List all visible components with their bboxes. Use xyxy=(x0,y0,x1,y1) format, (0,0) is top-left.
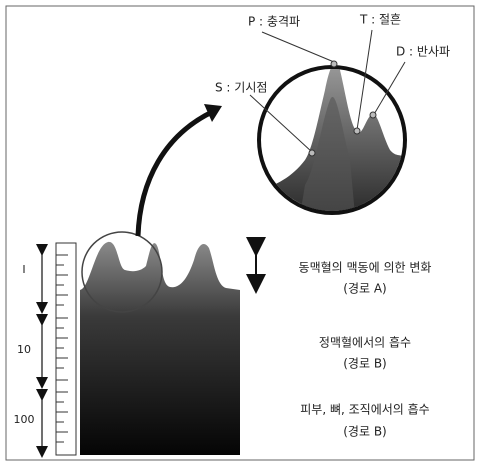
scale-label: 100 xyxy=(14,413,35,426)
ruler xyxy=(55,242,77,456)
scale-label: I xyxy=(22,263,25,276)
zoom-arrow xyxy=(135,109,214,237)
wave-point-label: P : 충격파 xyxy=(248,15,300,29)
scale-label: 10 xyxy=(17,343,31,356)
zoom-arrow-head xyxy=(204,104,222,122)
layer-description: 정맥혈에서의 흡수 xyxy=(319,336,411,350)
wave-point-label: D : 반사파 xyxy=(396,45,450,59)
focus-circle xyxy=(81,231,163,313)
absorption-block xyxy=(80,241,240,455)
layer-description: 동맥혈의 맥동에 의한 변화 xyxy=(299,261,432,275)
layer-path: (경로 B) xyxy=(343,425,387,439)
wave-point-label: T : 절흔 xyxy=(359,13,401,27)
point-markers xyxy=(308,60,377,157)
layer-description: 피부, 뼈, 조직에서의 흡수 xyxy=(300,403,429,417)
frame xyxy=(5,5,475,461)
wave-point-label: S : 기시점 xyxy=(215,81,267,95)
layer-path: (경로 A) xyxy=(343,282,386,296)
magnified-wave xyxy=(261,69,403,211)
layer-path: (경로 B) xyxy=(343,357,387,371)
leader-lines xyxy=(249,29,406,153)
magnified-circle xyxy=(257,65,407,215)
